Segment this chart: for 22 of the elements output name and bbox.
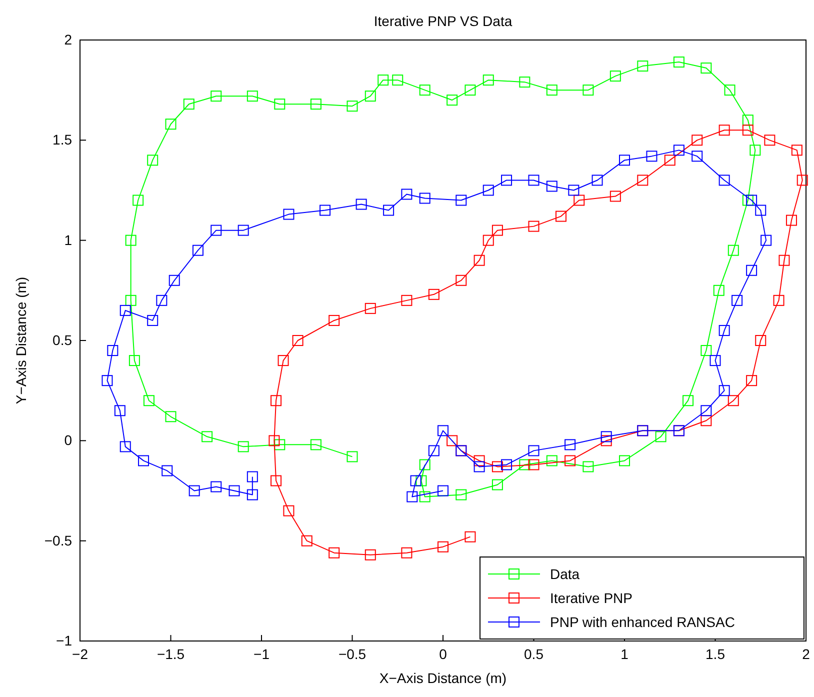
x-tick-label: −1 [254, 646, 270, 662]
y-tick-label: 1 [64, 232, 72, 248]
y-tick-label: −0.5 [44, 532, 72, 548]
x-tick-label: 1 [620, 646, 629, 662]
y-axis-title: Y−Axis Distance (m) [13, 276, 29, 404]
x-tick-label: 0 [439, 646, 448, 662]
y-tick-label: −1 [56, 632, 72, 648]
y-tick-label: 2 [64, 31, 72, 48]
legend-label: Data [550, 566, 580, 582]
x-tick-label: 2 [802, 646, 810, 662]
x-tick-label: 1.5 [706, 646, 726, 662]
x-tick-label: −0.5 [338, 646, 366, 662]
x-axis-title: X−Axis Distance (m) [379, 670, 507, 686]
y-tick-label: 0.5 [52, 332, 72, 348]
legend-label: PNP with enhanced RANSAC [550, 614, 735, 630]
y-tick-label: 0 [64, 432, 72, 448]
y-tick-label: 1.5 [52, 132, 72, 148]
chart-title: Iterative PNP VS Data [374, 13, 512, 29]
x-tick-label: −1.5 [156, 646, 185, 662]
x-tick-label: 0.5 [524, 646, 544, 662]
legend-label: Iterative PNP [550, 590, 632, 606]
x-tick-label: −2 [72, 646, 88, 662]
